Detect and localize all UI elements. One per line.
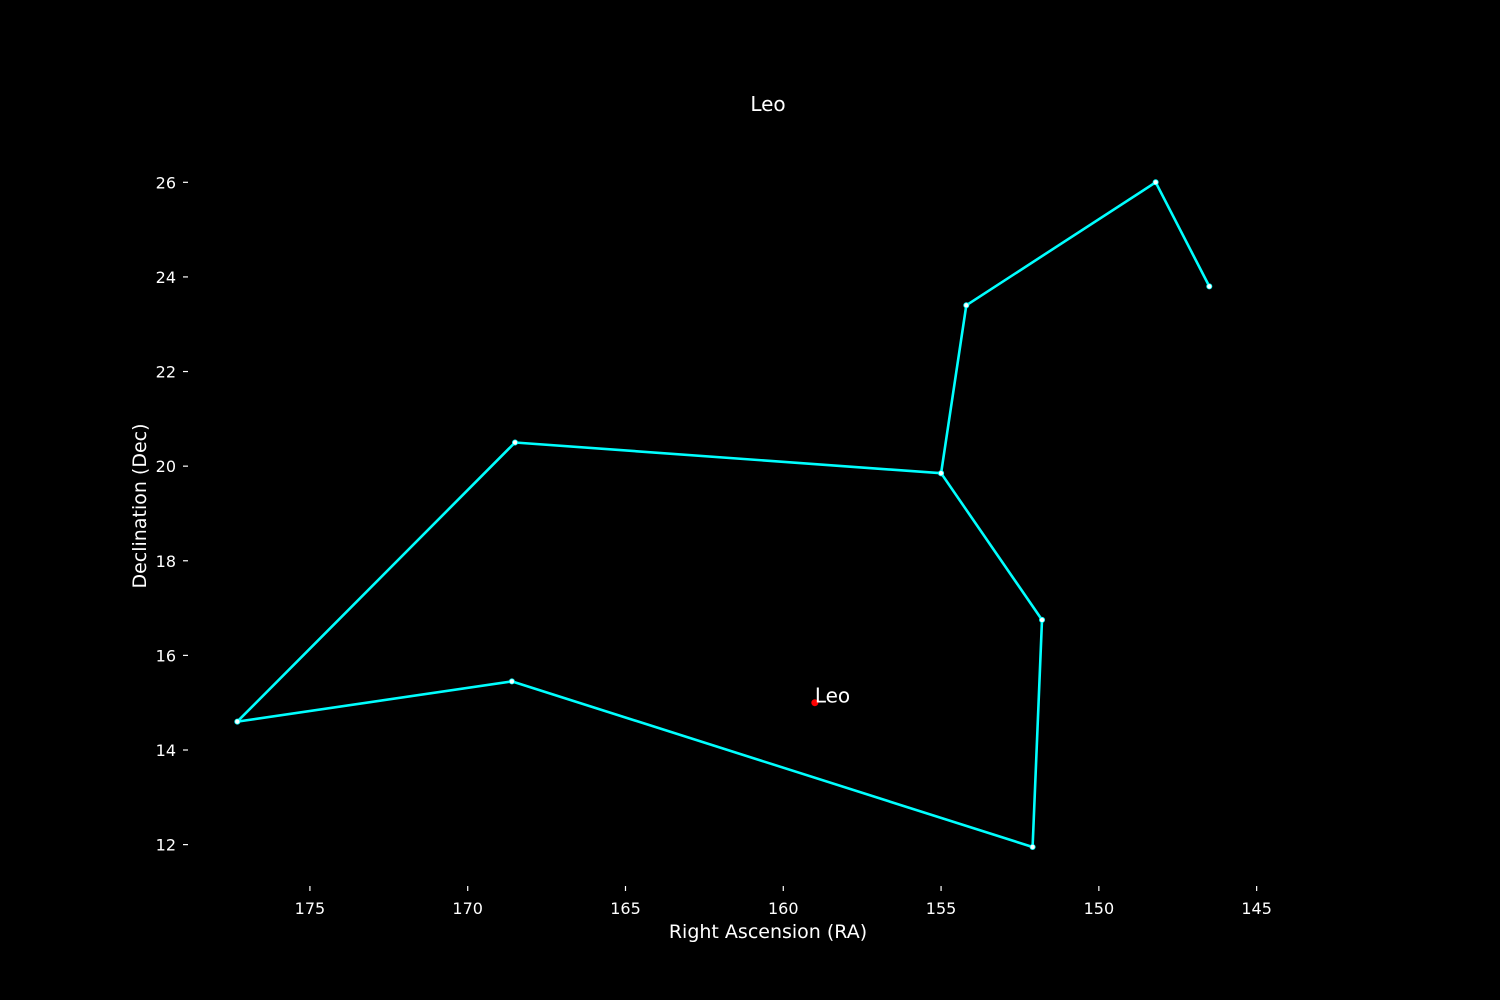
y-axis-label: Declination (Dec): [129, 423, 151, 588]
x-tick-label: 155: [926, 899, 957, 918]
x-tick-label: 150: [1084, 899, 1115, 918]
star-point: [938, 470, 945, 477]
star-point: [508, 678, 515, 685]
constellation-lines: [236, 181, 1211, 849]
x-tick-label: 175: [295, 899, 326, 918]
x-axis-ticks: 175 170 165 160 155 150 145: [295, 886, 1272, 918]
annotation-label: Leo: [815, 684, 850, 708]
x-tick-label: 145: [1241, 899, 1272, 918]
y-tick-label: 14: [156, 741, 176, 760]
constellation-line: [236, 181, 1211, 849]
y-tick-label: 16: [156, 646, 176, 665]
y-tick-label: 26: [156, 173, 176, 192]
annotations: Leo: [811, 684, 850, 708]
y-tick-label: 22: [156, 363, 176, 382]
x-axis-label: Right Ascension (RA): [669, 921, 867, 943]
y-tick-label: 12: [156, 836, 176, 855]
star-point: [512, 439, 519, 446]
chart-title: Leo: [750, 92, 785, 116]
star-point: [1206, 283, 1213, 290]
star-point: [1152, 179, 1159, 186]
star-point: [963, 302, 970, 309]
y-tick-label: 18: [156, 552, 176, 571]
y-axis-ticks: 12 14 16 18 20 22 24 26: [156, 173, 188, 855]
star-point: [1039, 616, 1046, 623]
annotation-marker: [811, 699, 819, 707]
star-markers: [234, 179, 1213, 850]
x-tick-label: 160: [768, 899, 799, 918]
x-tick-label: 165: [610, 899, 641, 918]
y-tick-label: 24: [156, 268, 176, 287]
star-point: [1029, 843, 1036, 850]
y-tick-label: 20: [156, 457, 176, 476]
x-tick-label: 170: [452, 899, 483, 918]
star-point: [234, 718, 241, 725]
